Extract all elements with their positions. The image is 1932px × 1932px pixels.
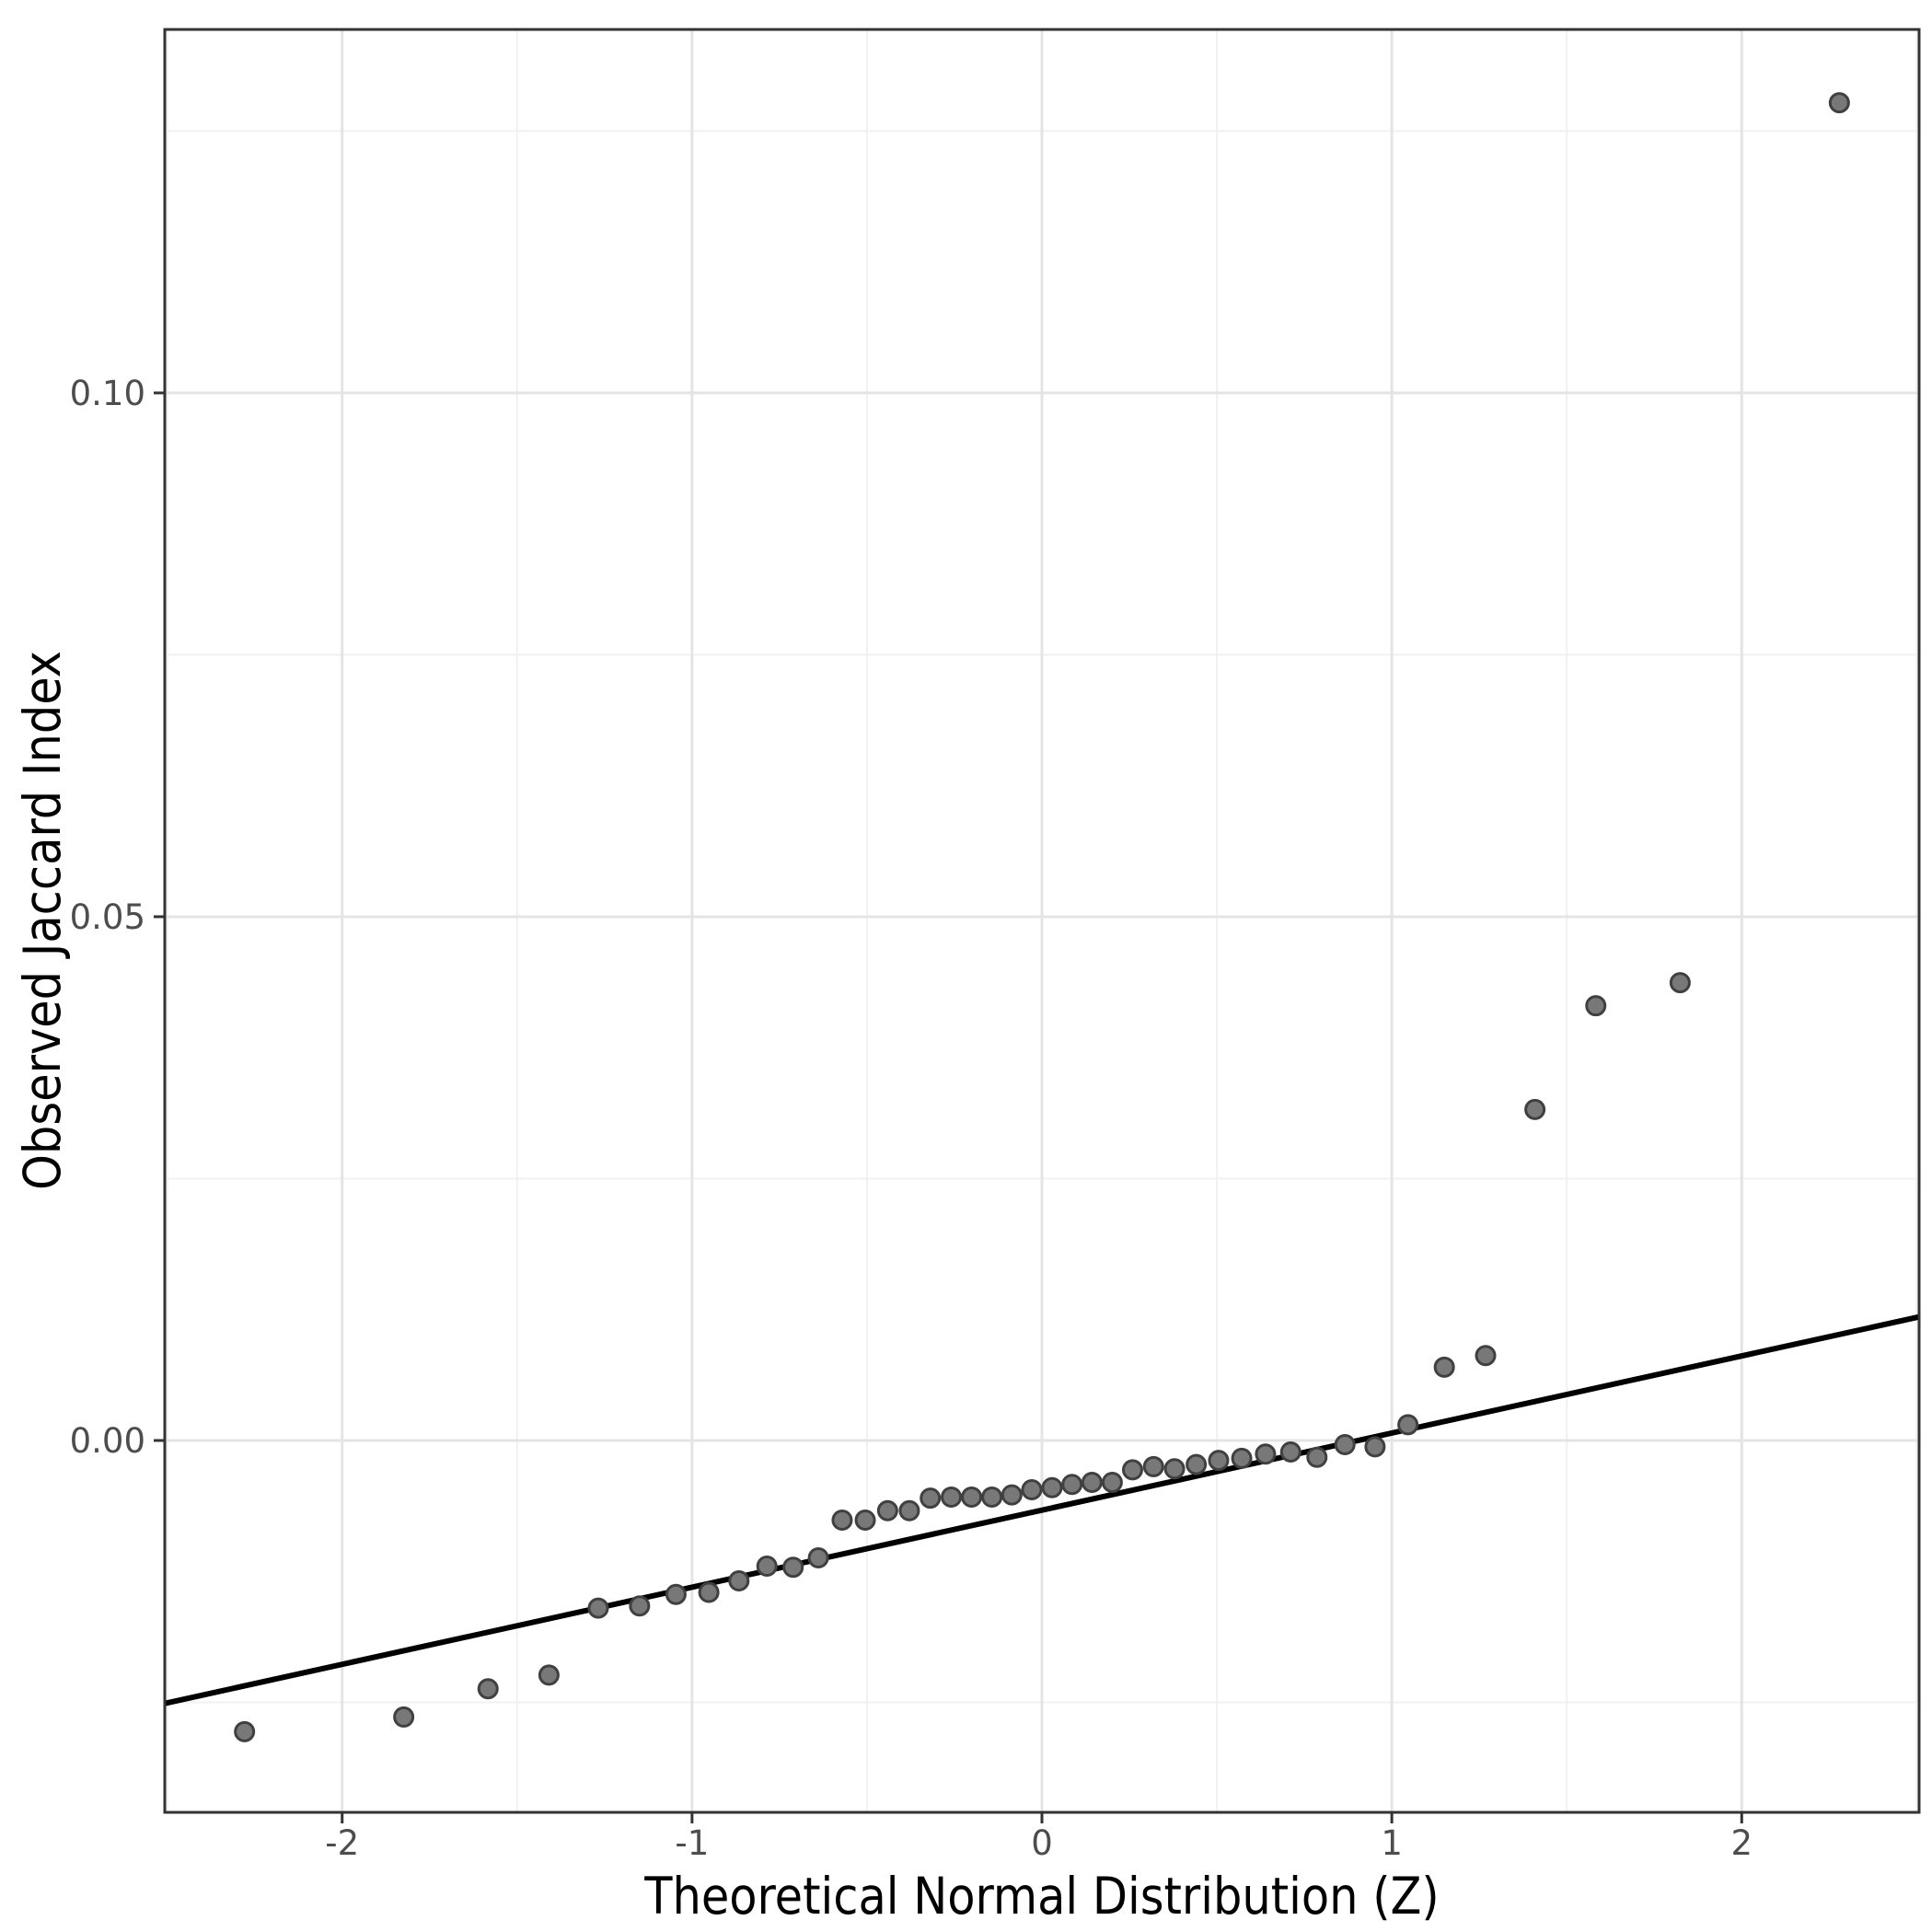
data-point [1828,92,1850,114]
data-point [393,1706,415,1728]
data-point [1669,972,1691,994]
data-point [1101,1472,1123,1494]
x-tick-label: -1 [675,1823,709,1863]
data-point [629,1595,651,1617]
y-tick-label: 0.10 [70,374,145,413]
data-point [961,1486,983,1508]
data-point [981,1486,1003,1508]
data-point [1433,1356,1455,1378]
x-tick-label: 0 [1031,1823,1053,1863]
x-axis-title: Theoretical Normal Distribution (Z) [644,1867,1440,1926]
x-tick-label: -2 [325,1823,359,1863]
data-point [538,1664,560,1686]
y-axis-title: Observed Jaccard Index [13,650,72,1191]
data-point [1585,995,1607,1017]
data-point [807,1546,829,1568]
data-point [1306,1446,1328,1468]
data-point [1081,1472,1103,1494]
data-point [1475,1345,1497,1367]
y-tick-label: 0.05 [70,897,145,937]
data-point [756,1556,778,1578]
data-point [941,1486,963,1508]
data-point [782,1556,804,1579]
y-tick-label: 0.00 [70,1421,145,1461]
data-point [1279,1441,1301,1463]
data-point [1041,1476,1063,1498]
data-point [1061,1474,1083,1496]
data-point [898,1499,920,1521]
data-point [920,1487,942,1510]
data-point [1231,1447,1253,1469]
data-point [1001,1484,1023,1506]
data-point [1334,1434,1356,1456]
data-point [1208,1450,1230,1472]
x-tick-label: 1 [1381,1823,1403,1863]
x-tick-label: 2 [1730,1823,1753,1863]
data-point [1163,1458,1186,1480]
data-point [854,1509,876,1531]
data-point [587,1597,609,1619]
data-point [876,1499,898,1521]
data-point [665,1583,687,1605]
data-point [728,1569,750,1591]
data-point [1255,1443,1277,1465]
data-point [1524,1098,1546,1120]
data-point [1142,1455,1164,1477]
data-point [698,1581,720,1603]
data-point [1021,1478,1043,1500]
data-point [1186,1453,1208,1475]
data-point [234,1720,256,1742]
data-point [831,1509,853,1531]
data-point [1121,1459,1143,1481]
data-point [1364,1436,1386,1458]
data-point [477,1678,499,1700]
reference-line [164,1313,1920,1706]
data-point [1397,1414,1419,1436]
